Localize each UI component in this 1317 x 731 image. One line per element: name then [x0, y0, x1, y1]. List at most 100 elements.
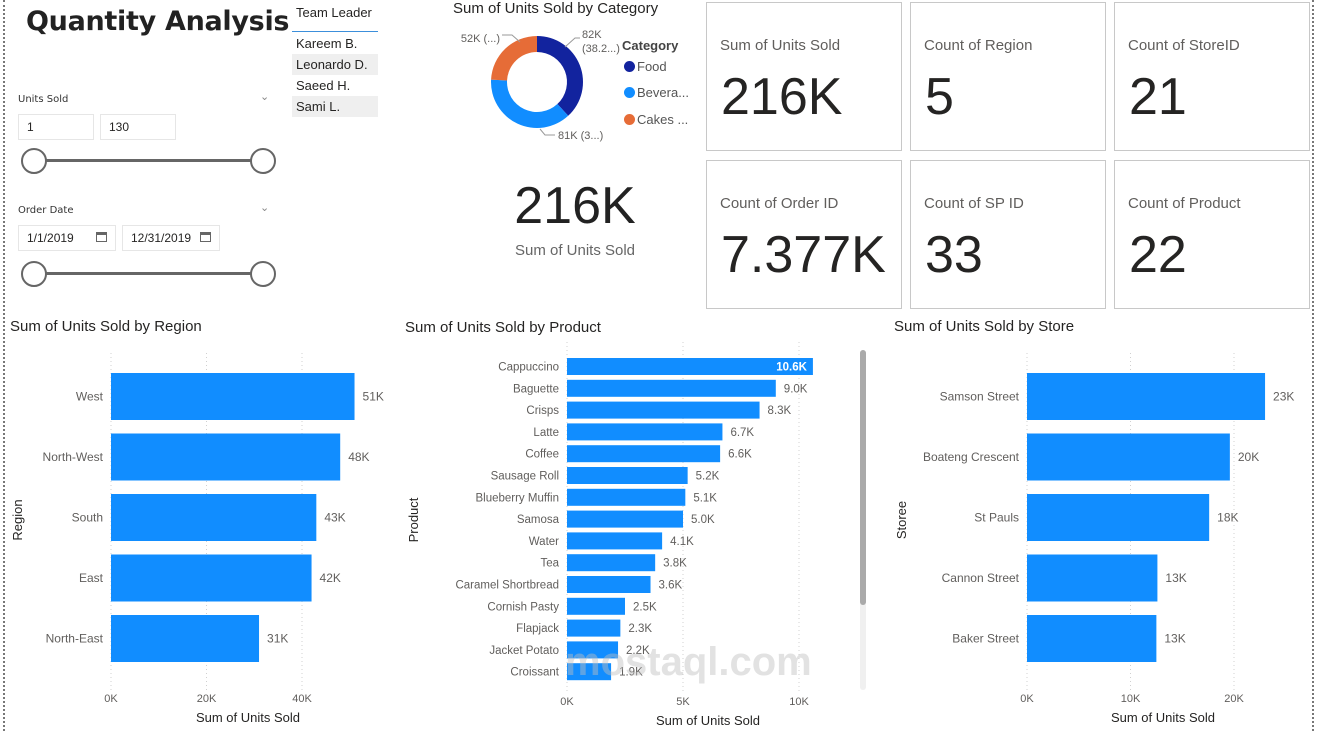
bar[interactable]: [567, 532, 663, 550]
team-leader-item[interactable]: Sami L.: [292, 96, 378, 117]
team-leader-item[interactable]: Leonardo D.: [292, 54, 378, 75]
store-bar-chart: 0K 10K 20K Samson Street 23K Boateng Crescent…: [894, 353, 1294, 725]
bar[interactable]: [567, 488, 686, 506]
bar[interactable]: [1027, 433, 1230, 481]
category-label: Samosa: [517, 514, 560, 526]
legend-label: Bevera...: [637, 85, 690, 100]
data-label: 31K: [267, 632, 288, 646]
bar[interactable]: [567, 401, 760, 419]
chevron-down-icon[interactable]: ⌄: [260, 201, 270, 214]
x-tick-label: 0K: [560, 696, 574, 708]
bar[interactable]: [1027, 615, 1157, 662]
order-date-start-value: 1/1/2019: [27, 231, 74, 245]
units-sold-min-input[interactable]: 1: [18, 114, 94, 140]
calendar-icon[interactable]: [96, 232, 107, 242]
donut-slice-beverages[interactable]: [491, 79, 569, 128]
card-value: 5: [925, 68, 954, 126]
bar[interactable]: [567, 358, 813, 375]
category-label: St Pauls: [974, 511, 1019, 525]
data-label: 6.6K: [728, 449, 752, 461]
bar[interactable]: [1027, 494, 1210, 541]
team-leader-item[interactable]: Saeed H.: [296, 78, 351, 93]
legend-label: Cakes ...: [637, 112, 689, 127]
card-sum-units-sold: Sum of Units Sold 216K: [706, 2, 902, 151]
legend-item-cakes[interactable]: Cakes ...: [624, 112, 688, 127]
category-label: Cornish Pasty: [487, 601, 559, 613]
x-tick-label: 0K: [104, 693, 118, 705]
bar[interactable]: [567, 510, 683, 528]
order-date-slider-min-handle[interactable]: [21, 261, 47, 287]
bar[interactable]: [111, 373, 355, 420]
donut-slice-food[interactable]: [537, 36, 583, 116]
bar[interactable]: [1027, 554, 1158, 602]
bar[interactable]: [567, 445, 721, 463]
data-label: 43K: [324, 511, 345, 525]
card-value: 216K: [721, 68, 843, 126]
bar[interactable]: [567, 576, 651, 593]
units-sold-max-input[interactable]: 130: [100, 114, 176, 140]
order-date-start-input[interactable]: 1/1/2019: [18, 225, 116, 251]
x-tick-label: 10K: [1121, 693, 1141, 705]
data-label: 5.1K: [693, 492, 717, 504]
units-sold-kpi-value: 216K: [514, 177, 636, 235]
category-label: Croissant: [510, 667, 559, 679]
card-label: Count of Order ID: [720, 195, 839, 212]
data-label: 18K: [1217, 511, 1238, 525]
y-axis-title: Region: [10, 499, 25, 540]
bar[interactable]: [111, 615, 260, 662]
donut-slice-cakes[interactable]: [491, 36, 537, 81]
legend-item-beverages[interactable]: Bevera...: [624, 85, 689, 100]
units-sold-slider-track[interactable]: [34, 159, 264, 162]
category-label: Baker Street: [952, 632, 1019, 646]
category-label: Blueberry Muffin: [475, 492, 559, 504]
bar[interactable]: [567, 663, 612, 681]
order-date-slider-track[interactable]: [34, 272, 264, 275]
bar[interactable]: [567, 619, 621, 637]
legend-label: Food: [637, 59, 667, 74]
data-label: 20K: [1238, 450, 1259, 464]
team-leader-item[interactable]: Kareem B.: [296, 36, 358, 51]
card-value: 7.377K: [721, 226, 886, 284]
card-label: Count of StoreID: [1128, 37, 1240, 54]
donut-leader-line: [564, 37, 580, 48]
order-date-slider-max-handle[interactable]: [250, 261, 276, 287]
bar[interactable]: [1027, 373, 1266, 420]
bar[interactable]: [111, 433, 341, 481]
order-date-end-input[interactable]: 12/31/2019: [122, 225, 220, 251]
page-title: Quantity Analysis: [26, 6, 290, 37]
category-label: East: [79, 571, 104, 585]
category-label: Sausage Roll: [491, 471, 559, 483]
x-axis-title: Sum of Units Sold: [656, 713, 760, 728]
bar[interactable]: [567, 423, 723, 441]
data-label: 1.9K: [619, 667, 643, 679]
bar[interactable]: [567, 467, 688, 484]
card-value: 22: [1129, 226, 1187, 284]
bar[interactable]: [567, 379, 776, 397]
category-donut-chart: 82K (38.2...) 81K (3...) 52K (...): [461, 29, 620, 142]
bar[interactable]: [567, 641, 619, 659]
legend-item-food[interactable]: Food: [624, 59, 667, 74]
data-label: 13K: [1164, 632, 1185, 646]
donut-data-label: 82K: [582, 29, 602, 41]
data-label: 51K: [363, 390, 384, 404]
product-bar-chart: 0K 5K 10K Cappuccino 10.6K Baguette 9.0K Crisps…: [406, 340, 866, 728]
bar[interactable]: [111, 554, 312, 602]
region-chart-title: Sum of Units Sold by Region: [10, 318, 202, 335]
scrollbar-thumb[interactable]: [860, 350, 866, 605]
category-label: Cannon Street: [942, 571, 1020, 585]
x-tick-label: 40K: [292, 693, 312, 705]
chevron-down-icon[interactable]: ⌄: [260, 90, 270, 103]
units-sold-slider-min-handle[interactable]: [21, 148, 47, 174]
card-value: 21: [1129, 68, 1187, 126]
card-label: Sum of Units Sold: [720, 37, 841, 54]
bar[interactable]: [567, 597, 625, 615]
data-label: 2.3K: [628, 623, 652, 635]
bar[interactable]: [567, 554, 656, 572]
data-label: 5.2K: [696, 471, 720, 483]
category-label: North-East: [46, 632, 104, 646]
data-label: 13K: [1165, 571, 1186, 585]
bar[interactable]: [111, 494, 317, 541]
units-sold-slider-max-handle[interactable]: [250, 148, 276, 174]
calendar-icon[interactable]: [200, 232, 211, 242]
donut-leader-line: [539, 128, 555, 136]
